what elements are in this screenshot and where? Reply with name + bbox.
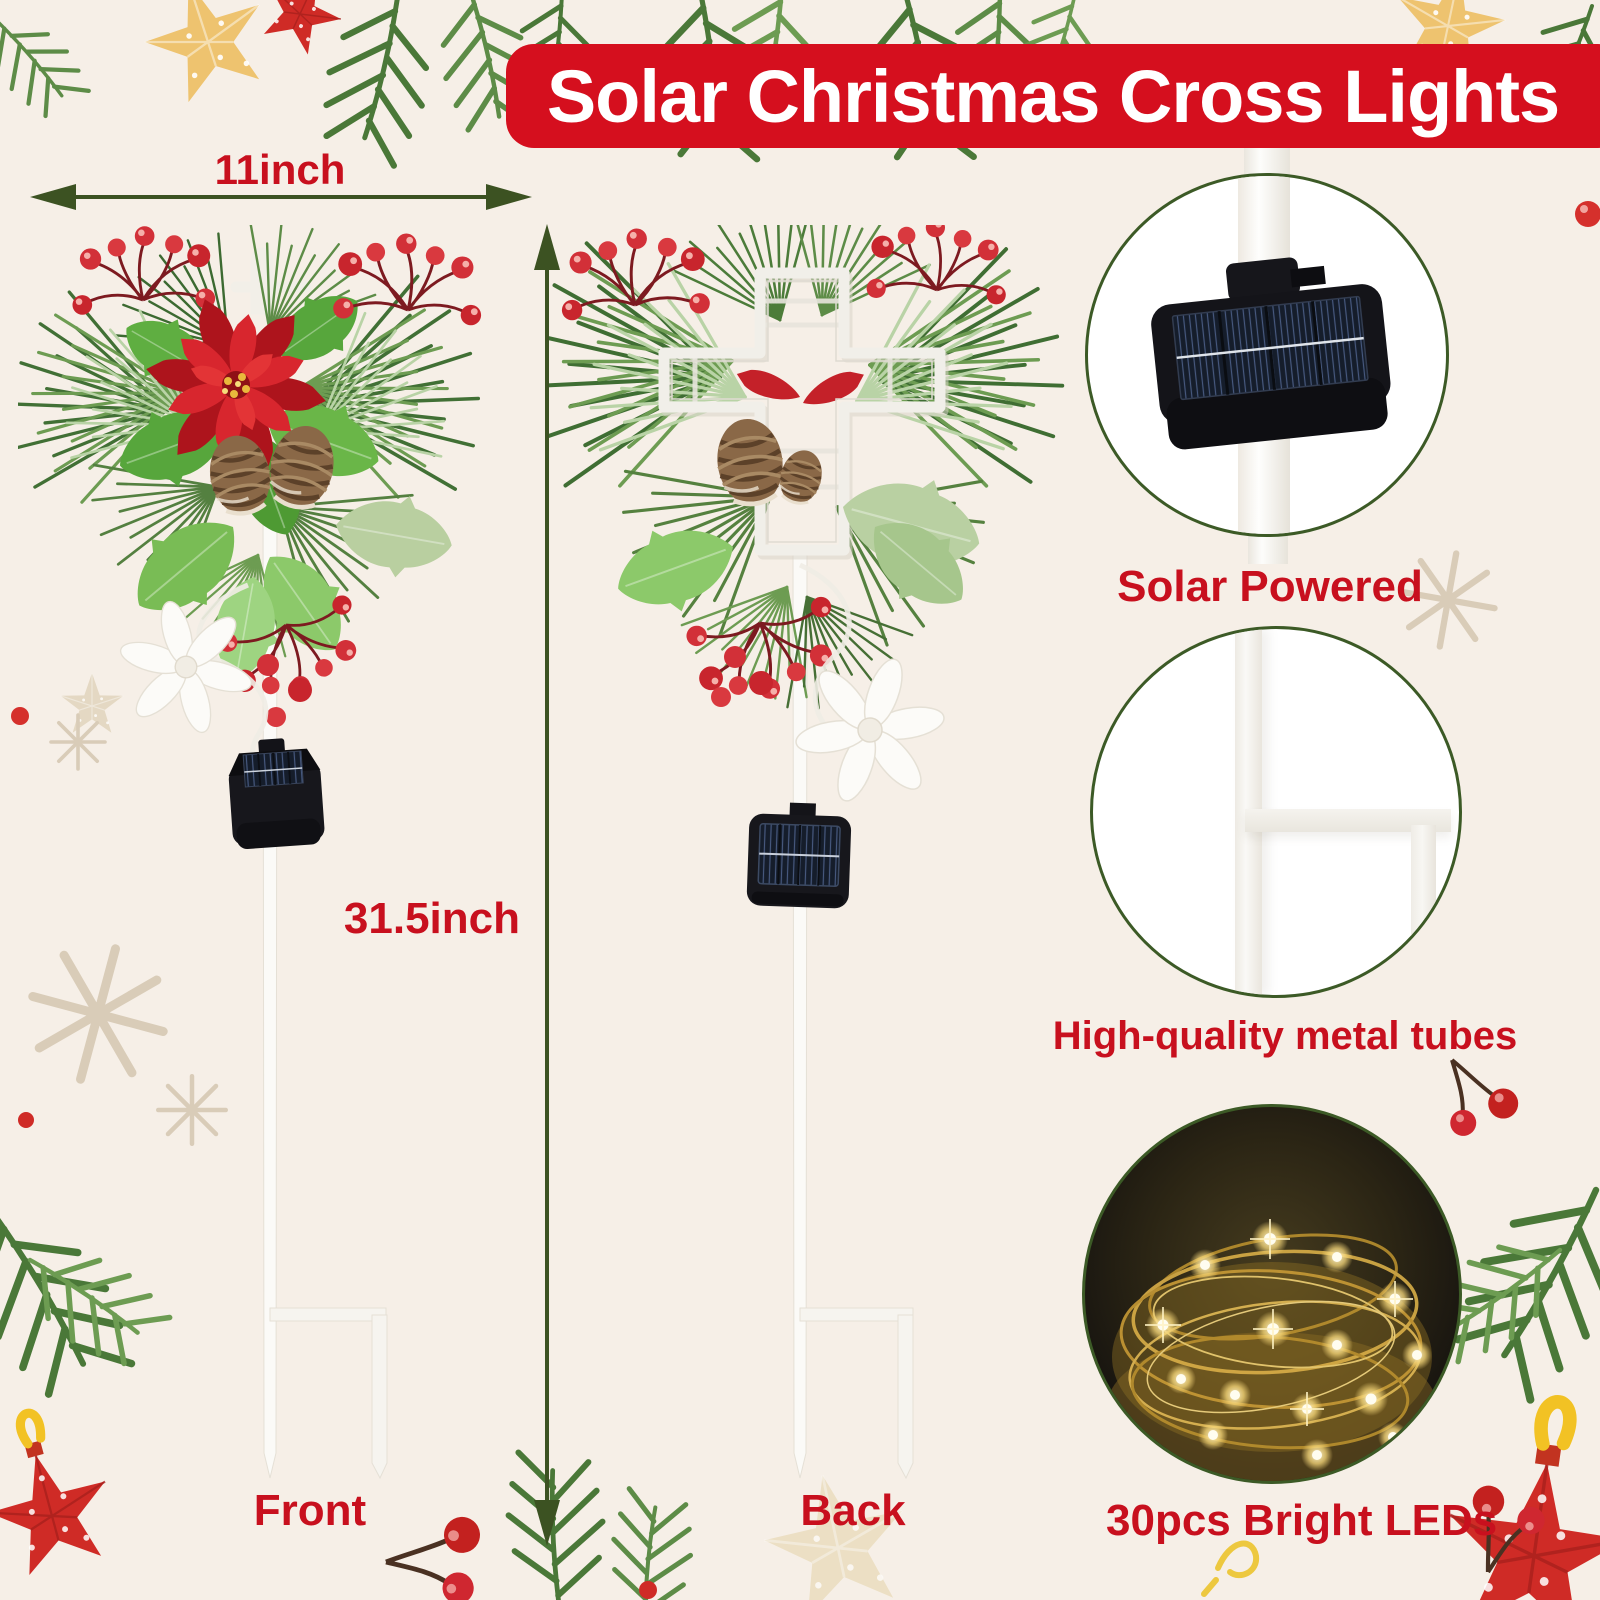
- solar-powered-label: Solar Powered: [1117, 562, 1423, 611]
- width-arrow: [30, 184, 532, 210]
- metal-tube-prong: [1411, 825, 1436, 995]
- back-view-label: Back: [800, 1486, 906, 1535]
- page-title: Solar Christmas Cross Lights: [546, 54, 1560, 138]
- front-cross-frame-glimpse: [230, 247, 312, 315]
- solar-panel-photo-circle: [1085, 173, 1449, 537]
- metal-tube-photo-circle: [1090, 626, 1462, 998]
- front-view-label: Front: [253, 1486, 367, 1535]
- back-product-photo: [545, 225, 1065, 1480]
- front-solar-box: [228, 738, 325, 849]
- title-banner: Solar Christmas Cross Lights: [506, 44, 1600, 148]
- led-lights-photo-circle: [1082, 1104, 1462, 1484]
- stake-pole-segment: [1248, 534, 1288, 564]
- led-dots: [1145, 1219, 1432, 1471]
- front-poinsettia-flower: [143, 293, 329, 477]
- ribbon-doodle: [1201, 1540, 1260, 1597]
- height-arrow: [534, 224, 560, 1546]
- berry-doodles: [11, 201, 1600, 1600]
- back-white-flower: [782, 644, 958, 816]
- back-pinecone-small: [772, 444, 830, 510]
- back-solar-box: [746, 802, 852, 909]
- led-string-close-up: [1107, 1219, 1437, 1481]
- height-dimension-label: 31.5inch: [343, 894, 520, 943]
- front-product-photo: [18, 225, 495, 1480]
- front-berries: [71, 225, 483, 727]
- led-count-label: 30pcs Bright LEDs: [1106, 1496, 1498, 1545]
- stake-pole-segment: [1244, 146, 1290, 178]
- width-dimension-label: 11inch: [214, 146, 346, 193]
- metal-tube-crossbar: [1245, 809, 1451, 832]
- metal-tubes-label: High-quality metal tubes: [1052, 1014, 1518, 1058]
- back-berries: [560, 225, 1008, 713]
- solar-panel-close-up: [1151, 257, 1391, 450]
